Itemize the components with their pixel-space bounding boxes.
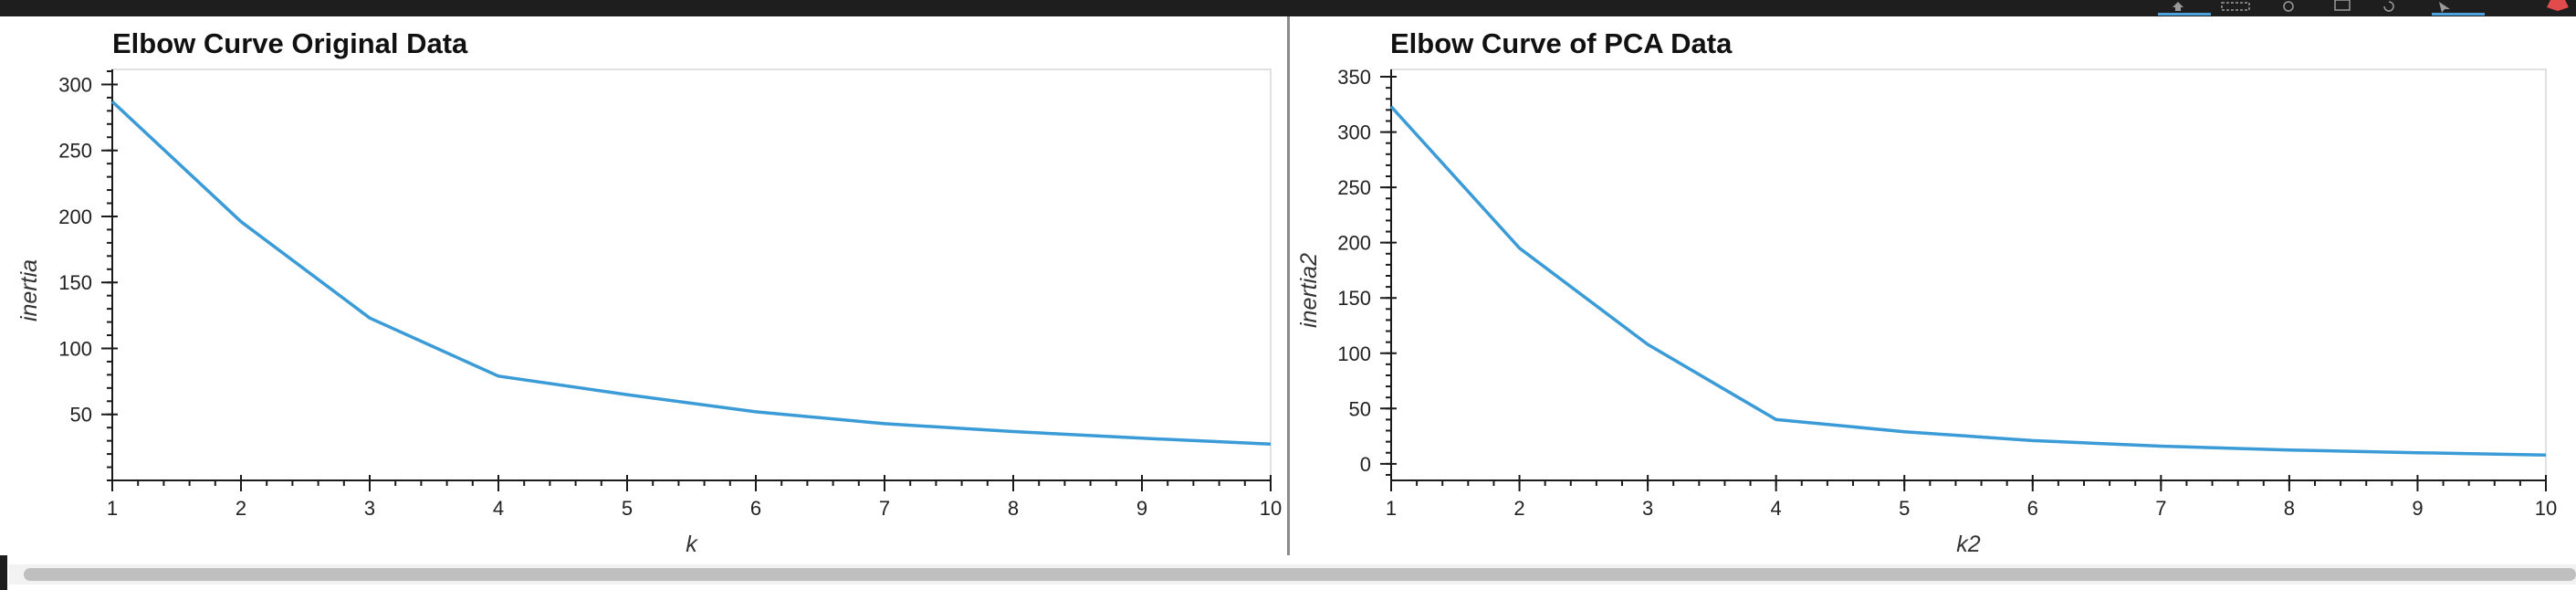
x-tick-label: 10 — [2535, 497, 2557, 520]
y-tick-label: 150 — [58, 271, 92, 294]
plot-canvas-area: Elbow Curve Original Data 50 100 150 200 250 3… — [0, 16, 2576, 572]
x-tick-label: 1 — [107, 497, 118, 520]
y-tick-label: 50 — [70, 404, 92, 427]
y-tick-label: 300 — [1337, 121, 1371, 144]
reset-icon[interactable] — [2375, 0, 2403, 16]
bokeh-logo-icon[interactable] — [2539, 0, 2576, 16]
x-tick-label: 4 — [1771, 497, 1782, 520]
x-tick-label: 8 — [1008, 497, 1019, 520]
pan-icon[interactable] — [2156, 0, 2211, 16]
horizontal-scrollbar-thumb[interactable] — [24, 568, 2576, 581]
y-tick-label: 250 — [1337, 176, 1371, 199]
x-axis-label: k — [686, 532, 698, 557]
plot-frame — [1390, 68, 2547, 481]
chart-1: Elbow Curve Original Data 50 100 150 200 250 3… — [16, 27, 1282, 557]
x-tick-label: 8 — [2284, 497, 2295, 520]
chart-title: Elbow Curve Original Data — [112, 27, 468, 59]
y-tick-label: 350 — [1337, 66, 1371, 89]
left-edge — [0, 555, 7, 590]
panel-divider — [1287, 16, 1290, 563]
x-tick-label: 10 — [1260, 497, 1282, 520]
chart-2: Elbow Curve of PCA Data 0 50 100 150 200 250 30… — [1296, 27, 2557, 557]
bottom-bar — [0, 555, 2576, 590]
hover-icon[interactable] — [2430, 0, 2485, 16]
plot-toolbar — [2156, 0, 2576, 16]
x-tick-label: 6 — [750, 497, 761, 520]
y-tick-label: 200 — [1337, 232, 1371, 255]
box-zoom-icon[interactable] — [2220, 0, 2257, 16]
x-tick-label: 1 — [1386, 497, 1397, 520]
x-tick-label: 3 — [364, 497, 375, 520]
x-tick-label: 5 — [622, 497, 633, 520]
active-tool-indicator — [2158, 13, 2211, 16]
y-tick-label: 100 — [58, 337, 92, 360]
y-tick-label: 0 — [1360, 453, 1371, 476]
x-tick-label: 2 — [1513, 497, 1524, 520]
y-axis-label: inertia2 — [1296, 253, 1322, 328]
chart-title: Elbow Curve of PCA Data — [1390, 27, 1733, 59]
series-line-1 — [110, 100, 1272, 447]
y-tick-label: 150 — [1337, 287, 1371, 310]
save-icon[interactable] — [2330, 0, 2357, 16]
x-tick-label: 5 — [1899, 497, 1910, 520]
y-tick-label: 250 — [58, 140, 92, 163]
active-tool-indicator-2 — [2432, 13, 2485, 16]
y-tick-label: 50 — [1349, 397, 1371, 420]
series-line-1 — [1389, 105, 2547, 457]
x-tick-label: 2 — [236, 497, 246, 520]
toolbar-icons — [2156, 0, 2576, 16]
x-tick-label: 4 — [493, 497, 504, 520]
y-tick-label: 200 — [58, 205, 92, 228]
top-bar — [0, 0, 2576, 16]
x-tick-label: 6 — [2027, 497, 2038, 520]
x-tick-label: 3 — [1642, 497, 1653, 520]
x-tick-label: 9 — [1136, 497, 1147, 520]
plot-frame — [111, 68, 1272, 481]
x-axis-label: k2 — [1956, 532, 1981, 557]
y-tick-label: 300 — [58, 73, 92, 96]
x-tick-label: 7 — [879, 497, 890, 520]
y-tick-label: 100 — [1337, 342, 1371, 365]
y-axis-label: inertia — [16, 259, 42, 321]
wheel-zoom-icon[interactable] — [2275, 0, 2302, 16]
chart-panels: Elbow Curve Original Data 50 100 150 200 250 3… — [0, 16, 2576, 572]
x-tick-label: 7 — [2155, 497, 2166, 520]
x-tick-label: 9 — [2412, 497, 2423, 520]
